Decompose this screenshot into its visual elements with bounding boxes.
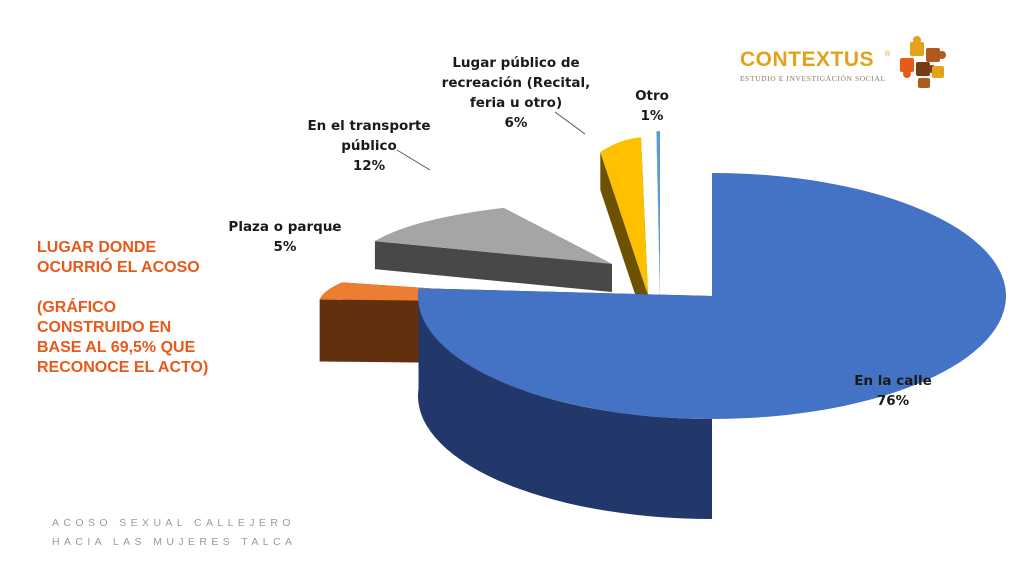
- pie-slice: [418, 173, 1006, 419]
- puzzle-pieces-icon: [900, 36, 946, 88]
- side-title-line: RECONOCE EL ACTO): [37, 359, 209, 376]
- data-label-line: 76%: [877, 393, 910, 409]
- data-label-line: Plaza o parque: [228, 219, 341, 235]
- data-label-line: 1%: [641, 108, 664, 124]
- data-label-line: feria u otro): [470, 95, 562, 111]
- logo-tagline: ESTUDIO E INVESTIGACIÓN SOCIAL: [740, 74, 886, 83]
- pie-slice: [656, 131, 660, 296]
- data-label: En el transporte público 12%: [307, 118, 430, 174]
- chart-side-title: LUGAR DONDE OCURRIÓ EL ACOSO (GRÁFICO CO…: [37, 238, 277, 378]
- pie-slice-wall: [600, 152, 648, 333]
- data-label-line: recreación (Recital,: [442, 75, 591, 91]
- pie-slice: [600, 137, 648, 295]
- side-title-line: CONSTRUIDO EN: [37, 319, 172, 336]
- data-label: En la calle 76%: [854, 373, 932, 409]
- pie-slice-wall: [374, 241, 612, 292]
- contextus-logo: CONTEXTUS ® ESTUDIO E INVESTIGACIÓN SOCI…: [738, 36, 968, 98]
- side-title-line: OCURRIÓ EL ACOSO: [37, 259, 200, 276]
- data-label-line: En la calle: [854, 373, 932, 389]
- side-title-line: (GRÁFICO: [37, 299, 117, 316]
- pie-slice-wall: [656, 131, 660, 300]
- leader-line: [328, 227, 339, 232]
- leader-line: [554, 111, 586, 135]
- data-label-line: 5%: [274, 239, 297, 255]
- footer-line: HACIA LAS MUJERES TALCA: [52, 536, 297, 548]
- data-label-line: 6%: [505, 115, 528, 131]
- data-label-line: público: [341, 138, 396, 154]
- data-label: Lugar público de recreación (Recital, feri…: [442, 55, 591, 131]
- data-label: Plaza o parque 5%: [228, 219, 341, 255]
- data-label-line: 12%: [353, 158, 386, 174]
- footer-line: ACOSO SEXUAL CALLEJERO: [52, 517, 295, 529]
- side-title-line: LUGAR DONDE: [37, 239, 157, 256]
- leader-line: [396, 149, 431, 171]
- pie-slice-side: [417, 288, 712, 519]
- data-label: Otro 1%: [635, 88, 669, 124]
- data-label-line: Lugar público de: [452, 55, 579, 71]
- side-title-line: BASE AL 69,5% QUE: [37, 339, 196, 356]
- data-label-line: En el transporte: [307, 118, 430, 134]
- logo-registered-mark: ®: [885, 51, 891, 58]
- pie-slice: [374, 207, 612, 264]
- data-label-line: Otro: [635, 88, 669, 104]
- logo-name: CONTEXTUS: [740, 48, 875, 71]
